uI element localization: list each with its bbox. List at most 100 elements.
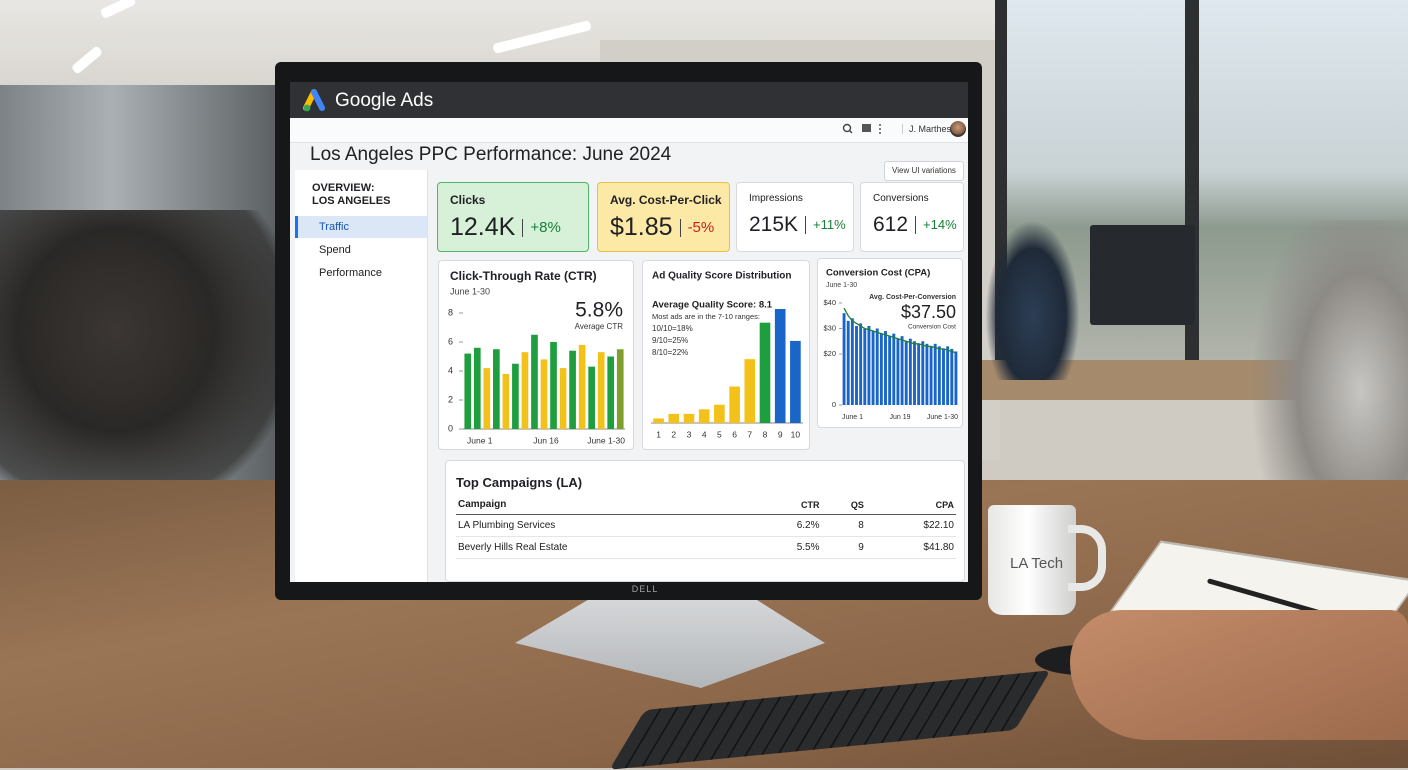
sidebar-heading: OVERVIEW: LOS ANGELES <box>312 182 391 207</box>
breakdown: 8/10=22% <box>652 348 688 357</box>
back-monitor <box>1090 225 1195 325</box>
headline: 5.8% <box>575 299 623 322</box>
bar <box>473 347 481 429</box>
table-cell: 6.2% <box>796 520 820 531</box>
kpi-card: Clicks 12.4K +8% <box>437 182 589 252</box>
trend-line <box>843 307 957 354</box>
logo-stroke <box>311 89 325 111</box>
campaign-table: Campaign CTR QS CPA LA Plumbing Services 6.2%… <box>456 495 956 559</box>
table-row: Beverly Hills Real Estate 5.5% 9 $41.80 <box>456 537 956 559</box>
y-tick-label: 2 <box>448 394 453 404</box>
bar <box>790 340 801 423</box>
coworker <box>985 220 1080 380</box>
column-header: CPA <box>935 499 954 510</box>
bar <box>464 353 472 429</box>
table-card: Top Campaigns (LA) Campaign CTR QS CPA LA Pl… <box>445 460 965 582</box>
variations-button[interactable]: View UI variations <box>884 161 964 181</box>
left-people <box>0 210 290 510</box>
bar <box>908 338 912 405</box>
headline-label: Average CTR <box>575 322 624 331</box>
x-tick-label: June 1-30 <box>927 414 958 421</box>
sidebar-item[interactable]: Performance <box>319 267 382 279</box>
headline: $37.50 <box>901 302 956 322</box>
note: Most ads are in the 7-10 ranges: <box>652 312 760 321</box>
bar <box>531 334 538 429</box>
x-tick-label: 1 <box>656 429 661 439</box>
bar <box>846 320 850 405</box>
bar <box>942 348 945 405</box>
monitor-brand: DELL <box>631 584 659 594</box>
bar <box>859 323 863 405</box>
x-tick-label: 6 <box>732 429 737 439</box>
x-tick-label: 4 <box>702 429 707 439</box>
bar <box>588 366 595 429</box>
dashboard-title: Los Angeles PPC Performance: June 2024 <box>310 144 672 165</box>
y-tick-label: 8 <box>448 307 453 317</box>
bar <box>855 325 858 405</box>
toolbar-icons <box>842 123 881 134</box>
x-tick-label: 7 <box>747 429 752 439</box>
search-icon <box>849 130 853 134</box>
ctr-card: Click-Through Rate (CTR) June 1-30 5.8% Ave… <box>438 260 634 450</box>
menu-icon <box>879 128 881 130</box>
bar <box>744 359 756 423</box>
bar <box>954 351 958 405</box>
sidebar-item[interactable]: Traffic <box>295 216 427 238</box>
bar <box>913 341 916 405</box>
quality-chart: Ad Quality Score Distribution Average Qua… <box>651 271 803 439</box>
chart-title: Conversion Cost (CPA) <box>826 268 930 279</box>
kpi-value: 215K <box>749 213 799 236</box>
kpi-label: Conversions <box>873 193 929 204</box>
search-icon <box>842 123 852 133</box>
kpi-row: $1.85 -5% <box>610 213 714 242</box>
sub-bar: J. Marthes <box>290 118 968 143</box>
table-cell: LA Plumbing Services <box>458 520 556 531</box>
kpi-row: 12.4K +8% <box>450 213 561 242</box>
table-cell: 8 <box>858 520 864 531</box>
breakdown: 10/10=18% <box>652 324 693 333</box>
chart-title: Ad Quality Score Distribution <box>652 271 791 282</box>
bar <box>884 331 887 405</box>
bar <box>925 343 929 405</box>
bar <box>521 352 529 429</box>
headline-sub: Conversion Cost <box>908 324 956 331</box>
bar <box>946 346 950 405</box>
bar <box>512 363 519 429</box>
table-cell: $41.80 <box>923 542 954 553</box>
bar <box>569 350 576 429</box>
y-tick-label: 0 <box>448 423 453 433</box>
kpi-row: 215K +11% <box>749 213 846 237</box>
mug <box>988 505 1076 615</box>
bar <box>493 349 500 429</box>
menu-icon <box>879 124 881 126</box>
cpa-card: Conversion Cost (CPA) June 1-30 Avg. Cost-… <box>817 258 963 428</box>
ctr-chart: Click-Through Rate (CTR) June 1-30 5.8%Ave… <box>448 269 625 445</box>
kpi-change: +8% <box>522 218 561 237</box>
bar <box>892 333 896 405</box>
menu-icon <box>879 132 881 134</box>
mug-text: LA Tech <box>1010 555 1064 572</box>
chart-subtitle: June 1-30 <box>450 286 490 296</box>
bar <box>653 418 664 423</box>
kpi-change: +14% <box>915 216 957 234</box>
x-tick-label: 10 <box>791 429 801 439</box>
user-name[interactable]: J. Marthes <box>902 124 951 134</box>
headline-label: Avg. Cost-Per-Conversion <box>869 294 956 301</box>
avatar[interactable] <box>950 121 966 137</box>
chat-icon <box>862 124 871 132</box>
bar <box>774 309 786 423</box>
bar <box>759 322 771 423</box>
y-tick-label: 0 <box>832 400 836 409</box>
x-tick-label: June 1 <box>842 414 863 421</box>
sidebar-item[interactable]: Spend <box>319 244 351 256</box>
chart-subtitle: June 1-30 <box>826 282 857 289</box>
kpi-value: 612 <box>873 213 909 236</box>
kpi-label: Impressions <box>749 193 803 204</box>
bar <box>698 409 710 423</box>
bar <box>559 368 567 429</box>
kpi-change: -5% <box>679 218 714 237</box>
bar <box>729 386 740 423</box>
kpi-card: Avg. Cost-Per-Click $1.85 -5% <box>597 182 730 252</box>
bar <box>888 336 892 405</box>
